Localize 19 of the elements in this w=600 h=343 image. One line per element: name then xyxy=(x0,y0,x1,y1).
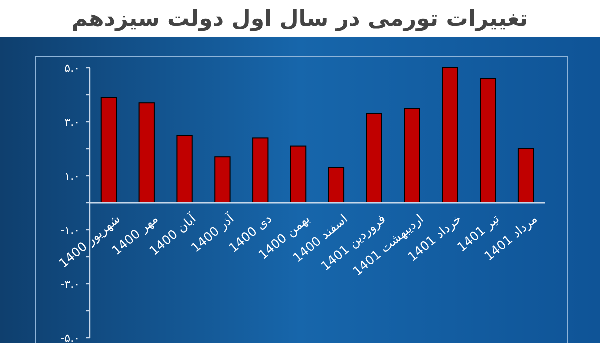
bar xyxy=(176,135,193,204)
bar xyxy=(366,113,382,204)
y-tick-label: ۵.۰ xyxy=(64,62,80,75)
bar xyxy=(290,146,307,204)
bar xyxy=(328,167,345,204)
bar xyxy=(214,156,231,204)
y-tick-label: -۵.۰ xyxy=(60,332,80,343)
bar xyxy=(100,97,118,204)
y-tick-label: -۳.۰ xyxy=(60,278,80,291)
bar xyxy=(480,78,496,204)
bar xyxy=(252,138,269,204)
bar xyxy=(442,68,458,204)
bar xyxy=(138,102,155,204)
bar xyxy=(518,148,534,204)
y-tick-label: ۳.۰ xyxy=(64,116,80,129)
bar xyxy=(404,108,420,204)
y-tick-label: -۱.۰ xyxy=(60,224,80,237)
y-tick-label: ۱.۰ xyxy=(64,170,80,183)
chart-title: تغییرات تورمی در سال اول دولت سیزدهم xyxy=(72,7,528,32)
